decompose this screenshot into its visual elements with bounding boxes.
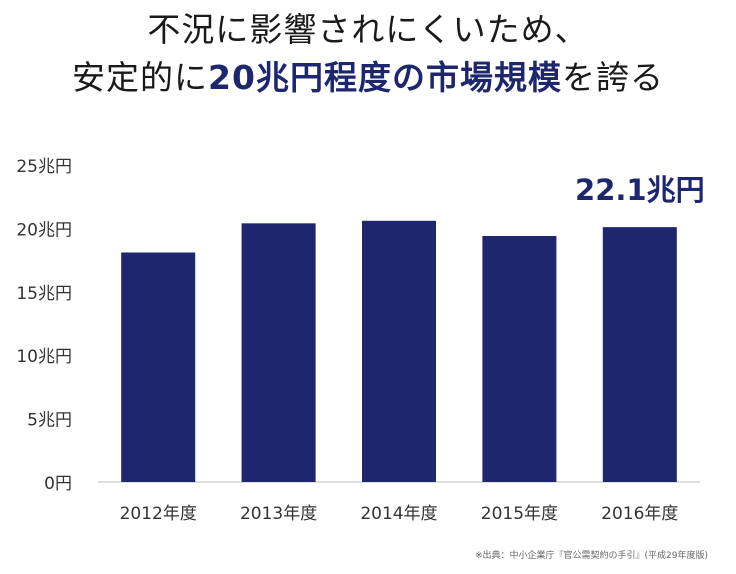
- y-tick-label: 5兆円: [27, 411, 72, 431]
- y-tick-label: 25兆円: [16, 157, 72, 177]
- source-note: ※出典：中小企業庁『官公需契約の手引』(平成29年度版): [474, 551, 708, 561]
- y-tick-label: 15兆円: [16, 284, 72, 304]
- headline-prefix: 安定的に: [72, 58, 209, 97]
- bar: [482, 236, 557, 482]
- x-tick-label: 2015年度: [481, 504, 558, 524]
- headline-line-1: 不況に影響されにくいため、: [147, 10, 589, 49]
- x-tick-label: 2014年度: [360, 504, 437, 524]
- headline: 不況に影響されにくいため、 安定的に20兆円程度の市場規模を誇る: [0, 6, 736, 102]
- bar: [121, 252, 196, 482]
- x-tick-label: 2012年度: [120, 504, 197, 524]
- x-tick-label: 2013年度: [240, 504, 317, 524]
- headline-suffix: を誇る: [561, 58, 664, 97]
- y-tick-label: 10兆円: [16, 347, 72, 367]
- y-tick-label: 0円: [44, 474, 72, 494]
- bar: [602, 227, 677, 482]
- value-annotation: 22.1兆円: [575, 173, 705, 207]
- headline-line-2: 安定的に20兆円程度の市場規模を誇る: [0, 54, 736, 102]
- x-tick-label: 2016年度: [601, 504, 678, 524]
- y-tick-label: 20兆円: [16, 220, 72, 240]
- bar: [362, 220, 436, 483]
- bar: [241, 223, 316, 482]
- headline-emphasis: 20兆円程度の市場規模: [208, 58, 562, 97]
